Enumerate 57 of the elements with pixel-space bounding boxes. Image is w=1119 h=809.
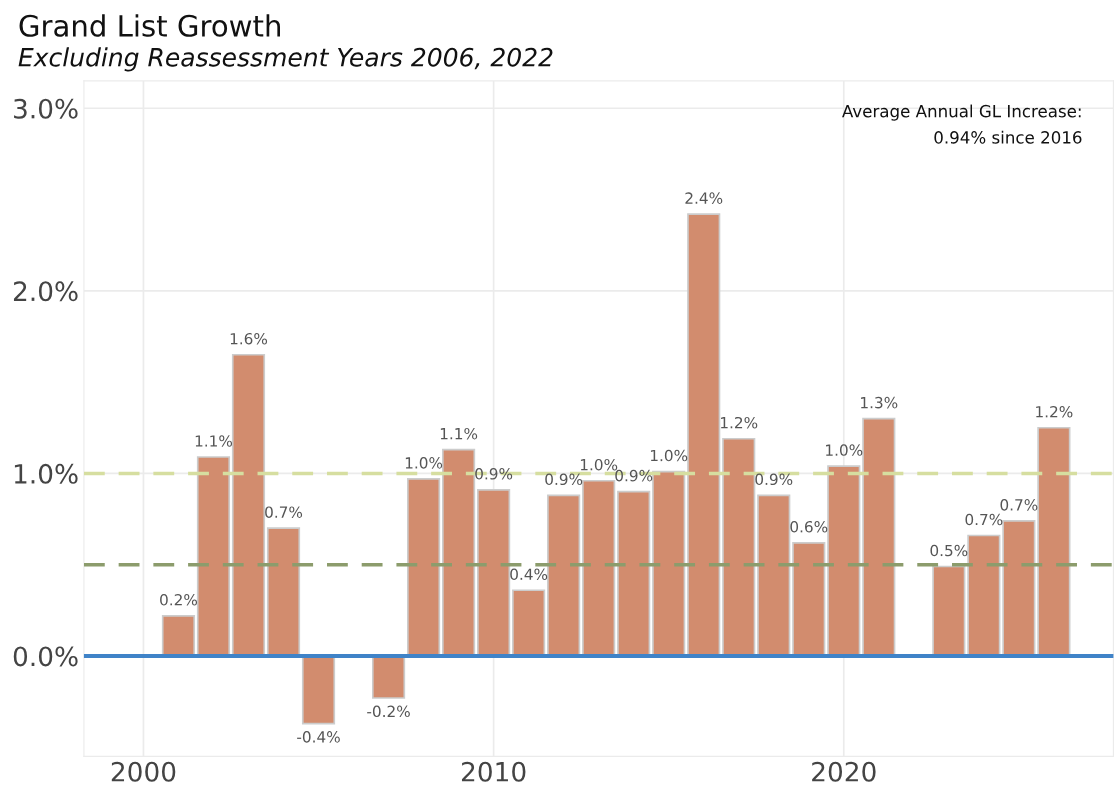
y-tick-label: 0.0% bbox=[13, 646, 78, 667]
data-label: 0.6% bbox=[790, 520, 828, 533]
data-label: 0.7% bbox=[965, 513, 1003, 526]
data-label: 1.1% bbox=[195, 435, 233, 447]
data-label: 0.7% bbox=[265, 506, 303, 518]
annotation: Average Annual GL Increase: 0.94% since 2016 bbox=[842, 104, 1082, 144]
data-label: 0.9% bbox=[755, 473, 793, 486]
data-label: 1.6% bbox=[230, 332, 268, 345]
bar bbox=[266, 527, 301, 657]
bar bbox=[582, 479, 616, 657]
bar bbox=[792, 541, 826, 657]
data-label: 1.0% bbox=[405, 457, 443, 469]
bar bbox=[477, 489, 511, 657]
bar bbox=[617, 490, 651, 657]
bar bbox=[371, 655, 406, 699]
data-label: 0.9% bbox=[545, 473, 583, 486]
bar bbox=[301, 655, 336, 725]
chart-subtitle: Excluding Reassessment Years 2006, 2022 bbox=[18, 47, 553, 72]
data-label: -0.4% bbox=[297, 731, 340, 743]
data-label: 1.0% bbox=[650, 449, 688, 462]
y-tick-label: 2.0% bbox=[13, 281, 78, 302]
bar bbox=[932, 565, 966, 657]
bar bbox=[1002, 520, 1036, 657]
bar bbox=[196, 456, 231, 657]
data-label: 1.0% bbox=[580, 458, 618, 471]
data-label: 0.7% bbox=[1000, 499, 1038, 511]
data-label: 1.2% bbox=[1036, 405, 1073, 418]
data-label: 1.1% bbox=[440, 427, 478, 440]
y-tick-label: 3.0% bbox=[14, 98, 78, 119]
x-tick-label: 2020 bbox=[812, 761, 876, 782]
bar bbox=[406, 478, 441, 657]
bar bbox=[827, 465, 861, 657]
data-label: 0.5% bbox=[930, 544, 968, 557]
bar bbox=[1037, 426, 1071, 657]
bar bbox=[967, 534, 1001, 657]
data-label: -0.2% bbox=[367, 705, 410, 718]
bar bbox=[161, 614, 196, 657]
bar bbox=[757, 494, 791, 657]
bar bbox=[547, 494, 581, 657]
bar bbox=[231, 353, 266, 657]
data-label: 1.3% bbox=[861, 396, 898, 409]
x-tick-label: 2010 bbox=[461, 761, 526, 782]
bar bbox=[862, 417, 896, 657]
data-label: 0.4% bbox=[510, 568, 548, 581]
data-label: 0.2% bbox=[160, 594, 198, 606]
y-tick-label: 1.0% bbox=[14, 463, 78, 484]
bar bbox=[722, 437, 756, 657]
data-label: 1.0% bbox=[826, 444, 863, 456]
bar bbox=[687, 213, 721, 657]
bar bbox=[512, 589, 546, 657]
x-tick-label: 2000 bbox=[111, 761, 176, 782]
data-label: 0.9% bbox=[475, 468, 513, 480]
data-label: 2.4% bbox=[685, 192, 723, 204]
bar bbox=[442, 448, 476, 657]
data-label: 1.2% bbox=[721, 416, 758, 429]
chart-title: Grand List Growth bbox=[19, 14, 280, 37]
bar bbox=[652, 470, 686, 657]
